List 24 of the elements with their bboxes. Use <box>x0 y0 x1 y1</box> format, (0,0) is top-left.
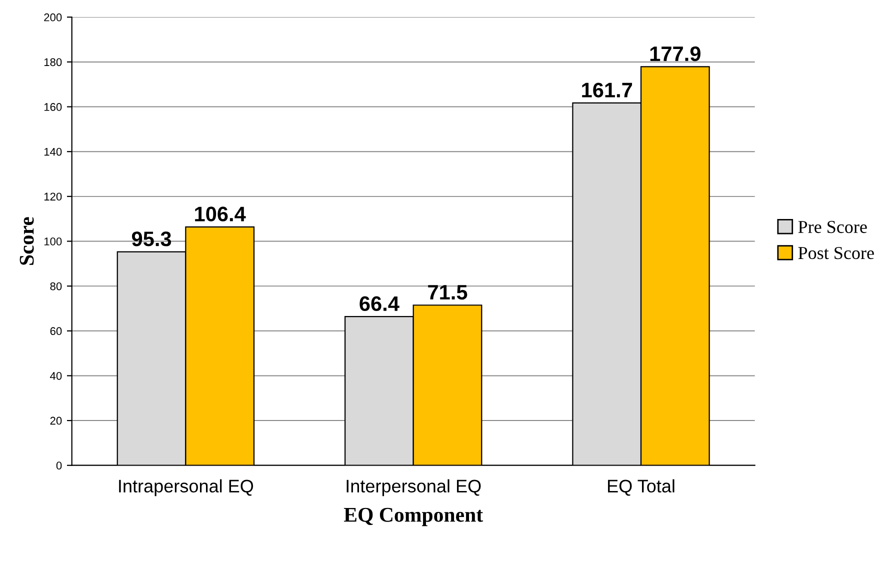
x-tick-label: EQ Total <box>608 479 674 496</box>
x-tick-label: Intrapersonal EQ <box>119 479 254 496</box>
data-label: 95.3 <box>132 232 172 246</box>
legend-label: Post Score <box>798 246 874 260</box>
x-axis-title: EQ Component <box>344 508 483 526</box>
x-tick-label: Interpersonal EQ <box>346 479 481 496</box>
y-tick-label: 40 <box>50 372 62 380</box>
y-tick-label: 140 <box>44 148 62 156</box>
data-label: 161.7 <box>582 82 632 98</box>
y-tick-label: 120 <box>44 192 62 201</box>
y-tick-label: 60 <box>50 327 62 336</box>
data-label: 177.9 <box>650 46 700 62</box>
data-label: 71.5 <box>428 285 468 300</box>
y-tick-label: 0 <box>56 462 62 470</box>
y-tick-label: 180 <box>44 58 62 66</box>
y-tick-label: 20 <box>50 416 62 425</box>
y-axis-title: Score <box>20 217 34 265</box>
y-tick-label: 100 <box>44 238 62 246</box>
y-tick-label: 160 <box>44 103 62 111</box>
legend-label: Pre Score <box>798 220 867 234</box>
y-tick-label: 80 <box>50 282 62 290</box>
data-label: 66.4 <box>360 296 400 312</box>
data-label: 106.4 <box>195 206 246 222</box>
y-tick-label: 200 <box>44 13 62 22</box>
